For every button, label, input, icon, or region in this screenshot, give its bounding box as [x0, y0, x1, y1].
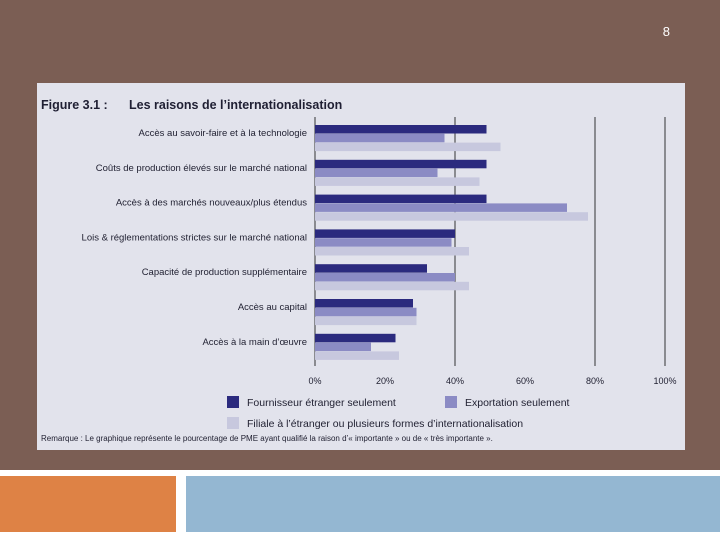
accent-bar-orange: [0, 476, 176, 532]
x-tick-label: 100%: [653, 376, 676, 386]
x-tick-label: 40%: [446, 376, 464, 386]
x-tick-label: 20%: [376, 376, 394, 386]
bar-2-cat-4: [315, 238, 452, 247]
bars: [315, 125, 588, 360]
legend-swatch: [227, 417, 239, 429]
x-tick-labels: 0% 20% 40% 60% 80% 100%: [308, 376, 676, 386]
bar-2-cat-3: [315, 203, 567, 212]
figure-label: Figure 3.1 :: [41, 98, 108, 112]
bar-2-cat-5: [315, 273, 455, 282]
legend-label: Fournisseur étranger seulement: [247, 397, 396, 409]
legend-swatch: [227, 396, 239, 408]
bar-1-cat-7: [315, 333, 396, 343]
bar-1-cat-5: [315, 264, 427, 273]
bar-1-cat-4: [315, 229, 455, 238]
bar-chart: Figure 3.1 : Les raisons de l’internatio…: [41, 98, 677, 443]
x-tick-label: 80%: [586, 376, 604, 386]
category-label: Accès au savoir-faire et à la technologi…: [139, 128, 307, 139]
bar-2-cat-6: [315, 307, 417, 317]
bar-3-cat-1: [315, 142, 501, 152]
category-label: Coûts de production élevés sur le marché…: [96, 163, 307, 174]
bar-1-cat-1: [315, 125, 487, 134]
x-tick-label: 0%: [308, 376, 321, 386]
accent-bar-blue: [186, 476, 720, 532]
bar-3-cat-3: [315, 212, 588, 221]
bar-1-cat-3: [315, 194, 487, 204]
figure-panel: Figure 3.1 : Les raisons de l’internatio…: [37, 83, 685, 450]
bar-1-cat-2: [315, 159, 487, 169]
category-label: Accès à des marchés nouveaux/plus étendu…: [116, 198, 307, 209]
bar-3-cat-4: [315, 247, 469, 256]
category-label: Accès à la main d’œuvre: [202, 337, 307, 348]
category-label: Capacité de production supplémentaire: [142, 267, 307, 278]
legend-label: Filiale à l’étranger ou plusieurs formes…: [247, 418, 523, 430]
bar-3-cat-7: [315, 351, 399, 360]
bar-2-cat-1: [315, 133, 445, 143]
x-tick-label: 60%: [516, 376, 534, 386]
page-number: 8: [662, 24, 670, 39]
bar-1-cat-6: [315, 299, 413, 308]
bar-3-cat-6: [315, 316, 417, 326]
bar-3-cat-2: [315, 177, 480, 186]
bar-3-cat-5: [315, 281, 469, 291]
chart-title: Les raisons de l’internationalisation: [129, 98, 342, 112]
legend: Fournisseur étranger seulement Exportatio…: [227, 396, 570, 430]
bar-2-cat-2: [315, 168, 438, 178]
legend-swatch: [445, 396, 457, 408]
category-label: Lois & réglementations strictes sur le m…: [82, 232, 307, 243]
category-label: Accès au capital: [238, 302, 307, 313]
category-labels: Accès au savoir-faire et à la technologi…: [82, 128, 308, 348]
legend-label: Exportation seulement: [465, 397, 570, 409]
chart-note: Remarque : Le graphique représente le po…: [41, 434, 493, 443]
bar-2-cat-7: [315, 342, 371, 352]
